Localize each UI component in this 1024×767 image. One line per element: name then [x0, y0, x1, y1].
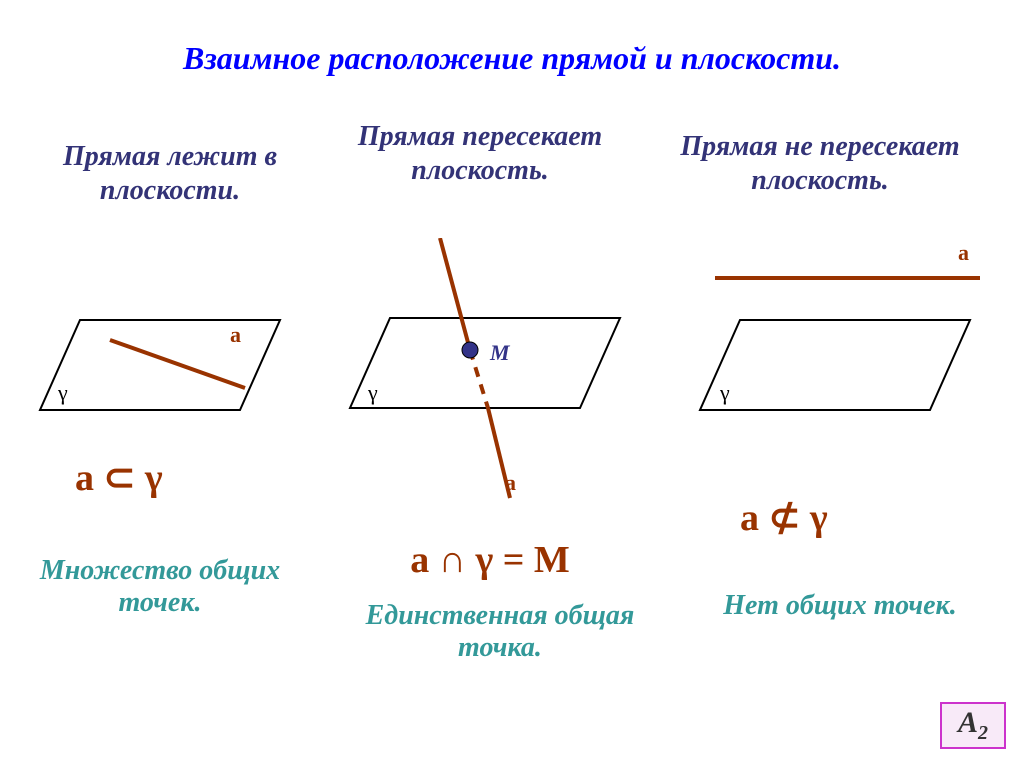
formula-middle: а ∩ γ = М	[340, 538, 640, 582]
badge-sub: 2	[978, 722, 988, 744]
diagram-middle	[340, 238, 640, 518]
axiom-badge: А2	[940, 702, 1006, 749]
formula-right: а ⊄ γ	[740, 495, 828, 540]
right-plane-label: γ	[720, 380, 730, 406]
result-right: Нет общих точек.	[700, 590, 980, 622]
page-title: Взаимное расположение прямой и плоскости…	[0, 40, 1024, 77]
left-plane-label: γ	[58, 380, 68, 406]
middle-line-label: а	[505, 470, 516, 496]
left-line-label: а	[230, 322, 241, 348]
badge-letter: А	[958, 706, 978, 739]
case-left-title: Прямая лежит в плоскости.	[40, 140, 300, 207]
case-right-title: Прямая не пересекает плоскость.	[680, 130, 960, 197]
middle-plane-label: γ	[368, 380, 378, 406]
right-line-label: а	[958, 240, 969, 266]
formula-left: а ⊂ γ	[75, 455, 163, 500]
result-middle: Единственная общая точка.	[340, 600, 660, 664]
middle-point-label: М	[490, 340, 510, 366]
case-middle-title: Прямая пересекает плоскость.	[330, 120, 630, 187]
diagram-right	[680, 255, 990, 435]
diagram-left	[30, 300, 290, 440]
result-left: Множество общих точек.	[30, 555, 290, 619]
